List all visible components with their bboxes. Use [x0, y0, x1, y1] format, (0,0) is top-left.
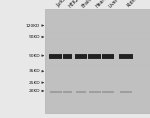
Bar: [102, 55, 114, 58]
Bar: [120, 91, 132, 93]
Bar: [88, 55, 101, 58]
Text: Liver: Liver: [108, 0, 120, 8]
Bar: [75, 54, 87, 59]
Bar: [88, 91, 101, 93]
Bar: [76, 91, 86, 93]
Bar: [63, 55, 72, 58]
Text: 25KD: 25KD: [28, 81, 40, 85]
Bar: [102, 54, 114, 59]
Bar: [119, 54, 133, 59]
Text: 90KD: 90KD: [28, 35, 40, 39]
Bar: [50, 91, 61, 93]
Text: 120KD: 120KD: [26, 23, 40, 27]
Bar: [88, 54, 101, 59]
Bar: [63, 91, 72, 93]
Text: 20KD: 20KD: [28, 89, 40, 93]
Bar: [75, 55, 87, 58]
Text: 50KD: 50KD: [28, 54, 40, 58]
Bar: [49, 54, 62, 59]
Text: 35KD: 35KD: [28, 69, 40, 73]
Bar: [45, 9, 150, 113]
Text: Brain: Brain: [81, 0, 93, 8]
Bar: [63, 54, 72, 59]
Text: HEK293: HEK293: [68, 0, 84, 8]
Text: Jurkat: Jurkat: [56, 0, 69, 8]
Bar: [49, 55, 62, 58]
Bar: [119, 55, 133, 58]
Bar: [102, 91, 114, 93]
Text: Heart: Heart: [94, 0, 108, 8]
Text: Kidney: Kidney: [126, 0, 141, 8]
